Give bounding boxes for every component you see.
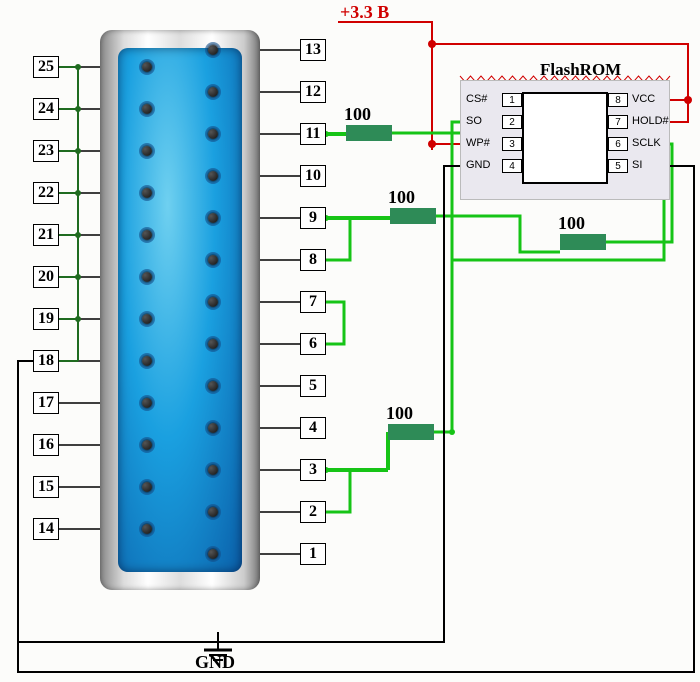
pin-label-20: 20: [33, 266, 59, 288]
connector-pin: [208, 213, 218, 223]
connector-pin: [208, 423, 218, 433]
pin-label-5: 5: [300, 375, 326, 397]
ic-pin-5: 5: [608, 159, 628, 173]
connector-pin: [208, 381, 218, 391]
resistor-R1: [346, 125, 392, 141]
connector-pin: [142, 272, 152, 282]
pin-label-24: 24: [33, 98, 59, 120]
power-label: +3.3 В: [340, 2, 389, 23]
pin-label-6: 6: [300, 333, 326, 355]
connector-pin: [142, 188, 152, 198]
pin-label-13: 13: [300, 39, 326, 61]
db25-connector: [100, 30, 260, 590]
pin-label-14: 14: [33, 518, 59, 540]
pin-label-16: 16: [33, 434, 59, 456]
pin-label-25: 25: [33, 56, 59, 78]
connector-pin: [208, 255, 218, 265]
pin-label-12: 12: [300, 81, 326, 103]
pin-label-9: 9: [300, 207, 326, 229]
pin-label-21: 21: [33, 224, 59, 246]
resistor-R3: [560, 234, 606, 250]
resistor-R2: [390, 208, 436, 224]
connector-pin: [208, 171, 218, 181]
pin-label-8: 8: [300, 249, 326, 271]
connector-pin: [142, 398, 152, 408]
connector-pin: [142, 440, 152, 450]
ic-pin-8: 8: [608, 93, 628, 107]
pin-label-10: 10: [300, 165, 326, 187]
connector-pin: [208, 297, 218, 307]
pin-label-15: 15: [33, 476, 59, 498]
ic-pinname-SCLK: SCLK: [632, 137, 661, 149]
ic-pin-1: 1: [502, 93, 522, 107]
pin-label-23: 23: [33, 140, 59, 162]
pin-label-18: 18: [33, 350, 59, 372]
ic-pin-6: 6: [608, 137, 628, 151]
resistor-R4: [388, 424, 434, 440]
resistor-label-R2: 100: [388, 187, 415, 208]
connector-pin: [208, 465, 218, 475]
pin-label-2: 2: [300, 501, 326, 523]
ic-pinname-SO: SO: [466, 115, 482, 127]
pin-label-7: 7: [300, 291, 326, 313]
connector-pin: [208, 339, 218, 349]
connector-pin: [142, 314, 152, 324]
connector-body: [118, 48, 242, 572]
resistor-label-R1: 100: [344, 104, 371, 125]
connector-pin: [208, 129, 218, 139]
connector-pin: [208, 87, 218, 97]
ic-pinname-VCC: VCC: [632, 93, 655, 105]
ic-pinname-SI: SI: [632, 159, 642, 171]
ic-pinname-WP#: WP#: [466, 137, 490, 149]
pin-label-22: 22: [33, 182, 59, 204]
gnd-label: GND: [195, 652, 235, 673]
flashrom-title: FlashROM: [540, 60, 621, 80]
connector-pin: [208, 549, 218, 559]
ic-pin-4: 4: [502, 159, 522, 173]
ic-pinname-CS#: CS#: [466, 93, 487, 105]
pin-label-1: 1: [300, 543, 326, 565]
ic-chip: [522, 92, 608, 184]
pin-label-11: 11: [300, 123, 326, 145]
connector-pin: [142, 62, 152, 72]
ic-pin-7: 7: [608, 115, 628, 129]
resistor-label-R3: 100: [558, 213, 585, 234]
pin-label-4: 4: [300, 417, 326, 439]
connector-pin: [142, 146, 152, 156]
ic-pin-3: 3: [502, 137, 522, 151]
connector-pin: [142, 356, 152, 366]
resistor-label-R4: 100: [386, 403, 413, 424]
connector-pin: [142, 482, 152, 492]
connector-pin: [142, 104, 152, 114]
connector-pin: [142, 524, 152, 534]
pin-label-17: 17: [33, 392, 59, 414]
ic-pin-2: 2: [502, 115, 522, 129]
connector-pin: [142, 230, 152, 240]
connector-pin: [208, 507, 218, 517]
ic-pinname-GND: GND: [466, 159, 490, 171]
pin-label-3: 3: [300, 459, 326, 481]
connector-pin: [208, 45, 218, 55]
ic-pinname-HOLD#: HOLD#: [632, 115, 669, 127]
pin-label-19: 19: [33, 308, 59, 330]
